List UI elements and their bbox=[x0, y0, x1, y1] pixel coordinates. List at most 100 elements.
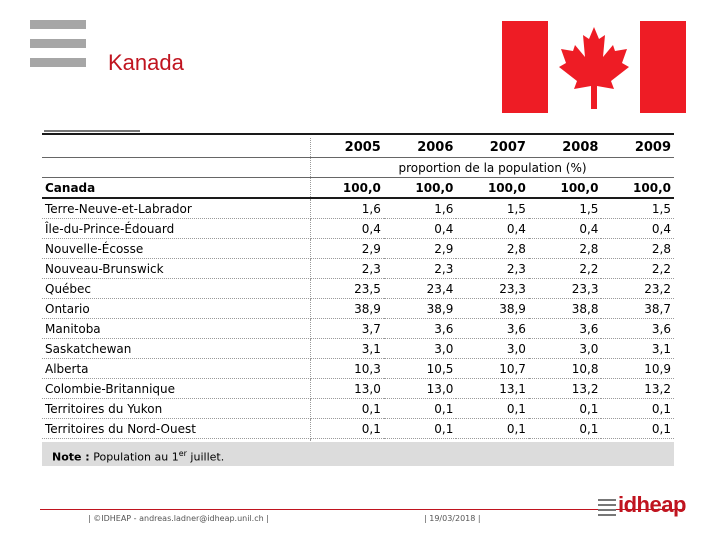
population-share-cell: 2,9 bbox=[310, 238, 384, 259]
population-share-cell: 0,4 bbox=[310, 218, 384, 239]
population-share-cell: 13,2 bbox=[528, 378, 602, 399]
population-share-cell: 3,0 bbox=[528, 338, 602, 359]
population-share-cell: 2,3 bbox=[383, 258, 457, 279]
population-share-cell: 38,8 bbox=[528, 298, 602, 319]
population-share-cell: 0,1 bbox=[383, 418, 457, 439]
table-row: Terre-Neuve-et-Labrador 1,6 1,6 1,5 1,5 1,5 bbox=[42, 198, 674, 219]
table-row: Canada 100,0 100,0 100,0 100,0 100,0 bbox=[42, 177, 674, 199]
province-name: Nouvelle-Écosse bbox=[42, 238, 311, 259]
population-table: 2005 2006 2007 2008 2009 proportion de l… bbox=[42, 130, 674, 468]
province-name: Nouveau-Brunswick bbox=[42, 258, 311, 279]
population-share-cell: 2,9 bbox=[383, 238, 457, 259]
table-note: Note : Population au 1er juillet. bbox=[42, 442, 674, 466]
population-share-cell: 0,1 bbox=[528, 418, 602, 439]
year-header: 2009 bbox=[601, 138, 674, 158]
year-header: 2005 bbox=[310, 138, 384, 158]
population-share-cell: 1,6 bbox=[310, 198, 384, 219]
population-share-cell: 0,1 bbox=[456, 398, 529, 419]
province-name: Québec bbox=[42, 278, 311, 299]
table-row: Québec 23,5 23,4 23,3 23,3 23,2 bbox=[42, 278, 674, 299]
population-share-cell: 3,6 bbox=[528, 318, 602, 339]
population-share-cell: 100,0 bbox=[601, 177, 674, 199]
population-share-cell: 38,9 bbox=[310, 298, 384, 319]
table-row: Ontario 38,9 38,9 38,9 38,8 38,7 bbox=[42, 298, 674, 319]
population-share-cell: 10,8 bbox=[528, 358, 602, 379]
year-header: 2006 bbox=[383, 138, 457, 158]
footer-date: | 19/03/2018 | bbox=[424, 514, 481, 523]
population-share-cell: 0,1 bbox=[456, 418, 529, 439]
menu-bars-icon bbox=[30, 20, 86, 77]
population-share-cell: 1,5 bbox=[528, 198, 602, 219]
population-share-cell: 3,1 bbox=[601, 338, 674, 359]
population-share-cell: 0,1 bbox=[601, 418, 674, 439]
province-name: Île-du-Prince-Édouard bbox=[42, 218, 311, 239]
population-share-cell: 23,3 bbox=[456, 278, 529, 299]
population-share-cell: 0,4 bbox=[528, 218, 602, 239]
table-row: Saskatchewan 3,1 3,0 3,0 3,0 3,1 bbox=[42, 338, 674, 359]
population-share-cell: 2,3 bbox=[456, 258, 529, 279]
population-share-cell: 13,2 bbox=[601, 378, 674, 399]
population-share-cell: 100,0 bbox=[528, 177, 602, 199]
population-share-cell: 0,1 bbox=[310, 398, 384, 419]
population-share-cell: 2,8 bbox=[456, 238, 529, 259]
population-share-cell: 13,1 bbox=[456, 378, 529, 399]
province-name: Saskatchewan bbox=[42, 338, 311, 359]
province-name: Territoires du Nord-Ouest bbox=[42, 418, 311, 439]
table-row: Nouvelle-Écosse 2,9 2,9 2,8 2,8 2,8 bbox=[42, 238, 674, 259]
population-share-cell: 3,6 bbox=[601, 318, 674, 339]
table-row: Territoires du Nord-Ouest 0,1 0,1 0,1 0,1 0,1 bbox=[42, 418, 674, 439]
table-row: Manitoba 3,7 3,6 3,6 3,6 3,6 bbox=[42, 318, 674, 339]
population-share-cell: 10,5 bbox=[383, 358, 457, 379]
population-share-cell: 2,8 bbox=[601, 238, 674, 259]
table-row: Alberta 10,3 10,5 10,7 10,8 10,9 bbox=[42, 358, 674, 379]
population-share-cell: 0,4 bbox=[456, 218, 529, 239]
table-row: Territoires du Yukon 0,1 0,1 0,1 0,1 0,1 bbox=[42, 398, 674, 419]
population-share-cell: 3,6 bbox=[456, 318, 529, 339]
population-share-cell: 100,0 bbox=[456, 177, 529, 199]
population-share-cell: 38,7 bbox=[601, 298, 674, 319]
footer-divider bbox=[40, 509, 685, 510]
population-share-cell: 0,1 bbox=[528, 398, 602, 419]
table-row: Nouveau-Brunswick 2,3 2,3 2,3 2,2 2,2 bbox=[42, 258, 674, 279]
population-share-cell: 3,0 bbox=[456, 338, 529, 359]
population-share-cell: 0,4 bbox=[601, 218, 674, 239]
province-name: Terre-Neuve-et-Labrador bbox=[42, 198, 311, 219]
population-share-cell: 10,3 bbox=[310, 358, 384, 379]
population-share-cell: 13,0 bbox=[310, 378, 384, 399]
canada-flag-icon bbox=[502, 21, 686, 113]
population-share-cell: 100,0 bbox=[383, 177, 457, 199]
population-share-cell: 10,9 bbox=[601, 358, 674, 379]
province-name: Canada bbox=[42, 177, 311, 199]
population-share-cell: 3,6 bbox=[383, 318, 457, 339]
province-name: Colombie-Britannique bbox=[42, 378, 311, 399]
footer-copyright: | ©IDHEAP - andreas.ladner@idheap.unil.c… bbox=[88, 514, 269, 523]
province-name: Alberta bbox=[42, 358, 311, 379]
year-header: 2007 bbox=[456, 138, 529, 158]
population-share-cell: 1,6 bbox=[383, 198, 457, 219]
population-share-cell: 0,4 bbox=[383, 218, 457, 239]
population-share-cell: 3,0 bbox=[383, 338, 457, 359]
population-share-cell: 2,2 bbox=[601, 258, 674, 279]
province-name: Manitoba bbox=[42, 318, 311, 339]
year-header: 2008 bbox=[528, 138, 602, 158]
population-share-cell: 10,7 bbox=[456, 358, 529, 379]
population-share-cell: 23,2 bbox=[601, 278, 674, 299]
table-row: Île-du-Prince-Édouard 0,4 0,4 0,4 0,4 0,4 bbox=[42, 218, 674, 239]
population-share-cell: 0,1 bbox=[310, 418, 384, 439]
population-share-cell: 0,1 bbox=[601, 398, 674, 419]
population-share-cell: 1,5 bbox=[601, 198, 674, 219]
population-share-cell: 13,0 bbox=[383, 378, 457, 399]
population-share-cell: 2,3 bbox=[310, 258, 384, 279]
population-share-cell: 1,5 bbox=[456, 198, 529, 219]
population-share-cell: 2,2 bbox=[528, 258, 602, 279]
population-share-cell: 3,1 bbox=[310, 338, 384, 359]
table-row: Colombie-Britannique 13,0 13,0 13,1 13,2 13,2 bbox=[42, 378, 674, 399]
population-share-cell: 38,9 bbox=[456, 298, 529, 319]
population-share-cell: 0,1 bbox=[383, 398, 457, 419]
population-share-cell: 2,8 bbox=[528, 238, 602, 259]
population-share-cell: 100,0 bbox=[310, 177, 384, 199]
population-share-cell: 23,3 bbox=[528, 278, 602, 299]
population-share-cell: 38,9 bbox=[383, 298, 457, 319]
table-subheader: proportion de la population (%) bbox=[310, 157, 674, 178]
province-name: Ontario bbox=[42, 298, 311, 319]
